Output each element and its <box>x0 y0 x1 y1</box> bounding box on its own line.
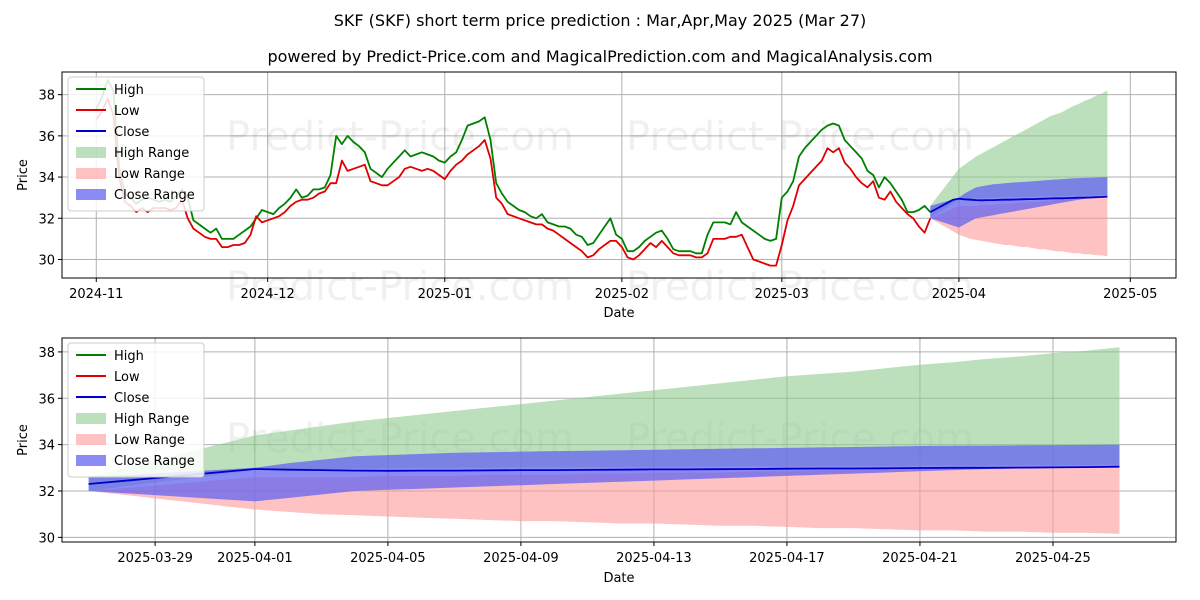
axes-frame <box>61 337 1177 543</box>
legend-swatch-high-range <box>76 413 106 424</box>
legend-swatch-low-range <box>76 168 106 179</box>
watermark-text: Predict-Price.com <box>626 264 974 310</box>
legend-label-high: High <box>114 349 144 364</box>
y-tick-label: 32 <box>38 212 55 227</box>
y-tick-label: 36 <box>38 392 55 407</box>
bottom-panel: Predict-Price.comPredict-Price.com2025-0… <box>16 337 1177 586</box>
y-tick-label: 34 <box>38 439 55 454</box>
y-tick-label: 32 <box>38 485 55 500</box>
chart-subtitle: powered by Predict-Price.com and Magical… <box>267 47 932 66</box>
top-panel: Predict-Price.com Predict-Price.com Predic… <box>16 71 1177 321</box>
watermark-text: Predict-Price.com <box>226 264 574 310</box>
legend-label-low: Low <box>114 370 140 385</box>
y-tick-label: 36 <box>38 130 55 145</box>
x-axis-label: Date <box>603 306 634 321</box>
legend-label-low-range: Low Range <box>114 167 185 182</box>
legend-label-high: High <box>114 83 144 98</box>
x-tick-label: 2025-04 <box>932 287 986 302</box>
x-tick-label: 2025-03-29 <box>117 551 193 566</box>
x-tick-label: 2025-05 <box>1103 287 1157 302</box>
close-range-band <box>88 444 1120 502</box>
x-tick-label: 2025-04-05 <box>350 551 426 566</box>
x-tick-label: 2025-03 <box>755 287 809 302</box>
legend-label-low: Low <box>114 104 140 119</box>
legend-label-high-range: High Range <box>114 412 189 427</box>
legend-label-low-range: Low Range <box>114 433 185 448</box>
x-tick-label: 2025-04-01 <box>217 551 293 566</box>
legend: High Low Close High Range Low Range Close Ran… <box>67 76 205 212</box>
legend: High Low Close High Range Low Range Close Ran… <box>67 342 205 478</box>
x-tick-label: 2024-12 <box>240 287 294 302</box>
x-tick-label: 2025-04-09 <box>483 551 559 566</box>
legend-label-close-range: Close Range <box>114 188 195 203</box>
x-tick-label: 2025-04-21 <box>882 551 958 566</box>
x-tick-label: 2025-04-17 <box>749 551 825 566</box>
x-axis-label: Date <box>603 571 634 586</box>
legend-swatch-high-range <box>76 147 106 158</box>
y-tick-label: 30 <box>38 531 55 546</box>
legend-swatch-close-range <box>76 455 106 466</box>
legend-label-close-range: Close Range <box>114 454 195 469</box>
x-tick-label: 2024-11 <box>69 287 123 302</box>
y-tick-label: 38 <box>38 89 55 104</box>
legend-label-high-range: High Range <box>114 146 189 161</box>
legend-swatch-close-range <box>76 189 106 200</box>
high-line <box>95 79 931 255</box>
x-tick-label: 2025-02 <box>595 287 649 302</box>
legend-swatch-low-range <box>76 434 106 445</box>
y-tick-label: 38 <box>38 346 55 361</box>
x-tick-label: 2025-01 <box>418 287 472 302</box>
watermark-text: Predict-Price.com <box>626 114 974 160</box>
watermark-text: Predict-Price.com <box>226 114 574 160</box>
legend-label-close: Close <box>114 125 149 140</box>
legend-label-close: Close <box>114 391 149 406</box>
x-tick-label: 2025-04-13 <box>616 551 692 566</box>
y-axis-label: Price <box>16 424 31 456</box>
y-axis-label: Price <box>16 159 31 191</box>
close-line <box>88 465 1120 485</box>
axes-frame <box>61 71 1177 279</box>
y-tick-label: 34 <box>38 171 55 186</box>
low-line <box>95 97 932 267</box>
x-tick-label: 2025-04-25 <box>1015 551 1091 566</box>
y-tick-label: 30 <box>38 253 55 268</box>
chart-title: SKF (SKF) short term price prediction : … <box>334 11 867 30</box>
close-line <box>929 195 1108 213</box>
close-range-band <box>930 177 1108 228</box>
